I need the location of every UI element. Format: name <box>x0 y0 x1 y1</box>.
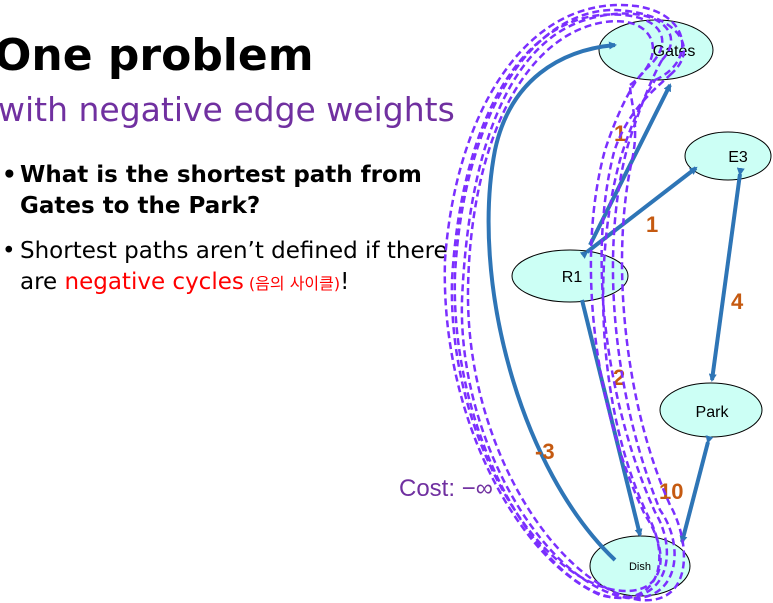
node-label-e3: E3 <box>728 149 748 166</box>
bullet-text: Shortest paths aren’t defined if there a… <box>20 238 448 295</box>
edge-e3-park <box>708 167 745 382</box>
weight-park-dish: 10 <box>659 479 683 504</box>
node-label-park: Park <box>696 404 730 421</box>
negative-cycle-loop <box>453 8 685 600</box>
bullet-negative-cycles: • Shortest paths aren’t defined if there… <box>0 236 450 299</box>
negative-cycle-loop <box>443 3 684 599</box>
weight-dish-gates: -3 <box>535 439 555 464</box>
weight-r1-e3: 1 <box>646 212 658 237</box>
bullet-dot: • <box>2 162 17 188</box>
node-label-gates: Gates <box>653 43 696 60</box>
edge-dish-gates <box>486 41 617 562</box>
bullet-question: • What is the shortest path from Gates t… <box>0 160 450 222</box>
slide-title: One problem <box>0 30 314 81</box>
cost-label: Cost: −∞ <box>399 475 493 502</box>
negative-cycle-loop <box>460 12 676 600</box>
slide-subtitle: with negative edge weights <box>0 90 455 129</box>
weight-e3-park: 4 <box>731 289 744 314</box>
negative-cycles-highlight: negative cycles <box>64 269 244 295</box>
exclamation: ! <box>340 269 350 295</box>
bullet-dot: • <box>2 238 16 264</box>
node-label-r1: R1 <box>562 269 583 286</box>
node-r1 <box>511 249 629 303</box>
edge-park-dish <box>679 435 714 544</box>
korean-translation: (음의 사이클) <box>243 274 341 293</box>
negative-cycle-loop <box>466 19 686 602</box>
node-label-dish: Dish <box>629 561 651 573</box>
bullet-list: • What is the shortest path from Gates t… <box>0 160 450 313</box>
bullet-question-text: What is the shortest path from Gates to … <box>20 162 422 219</box>
negative-cycle-loop <box>450 13 664 593</box>
